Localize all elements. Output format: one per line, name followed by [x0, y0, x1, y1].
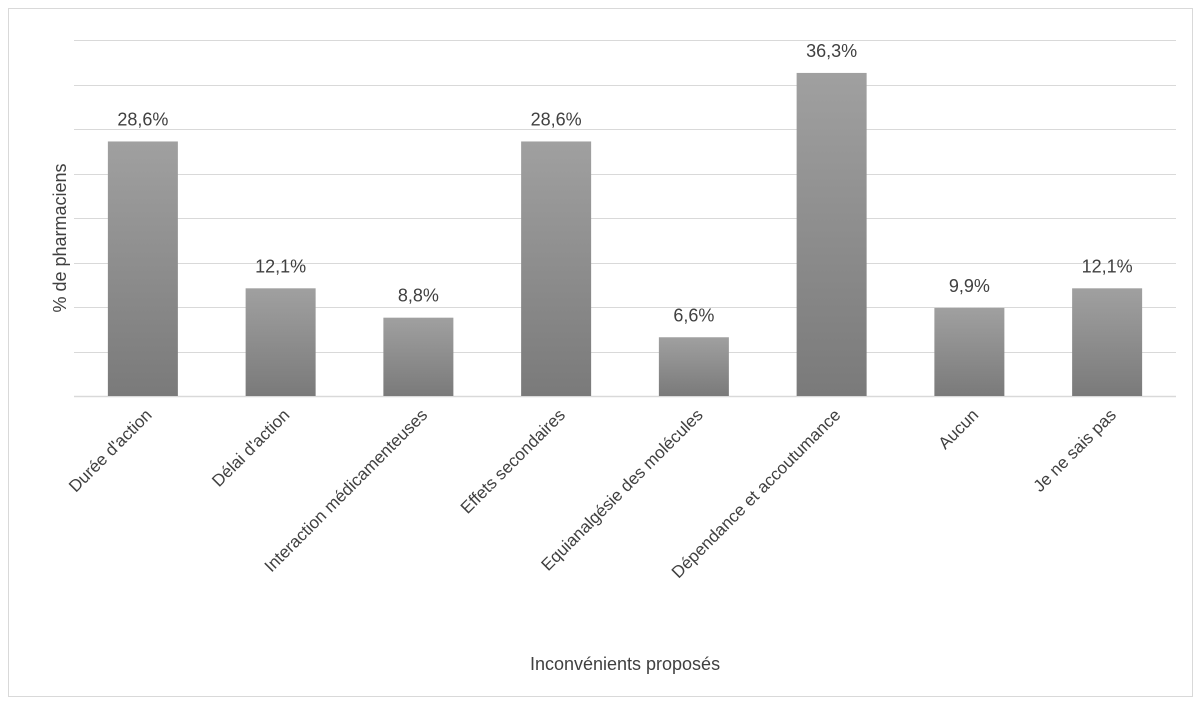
gridlines [74, 40, 1176, 398]
data-label: 12,1% [1082, 256, 1133, 276]
x-tick-label: Durée d'action [65, 405, 156, 496]
x-tick-label: Je ne sais pas [1030, 405, 1120, 495]
bar [658, 337, 729, 396]
x-axis-title: Inconvénients proposés [530, 654, 720, 674]
x-tick-label: Effets secondaires [457, 405, 569, 517]
x-axis-tick-labels: Durée d'action Délai d'actionInteraction … [65, 405, 1120, 582]
bar [383, 317, 454, 396]
bars [107, 72, 1143, 397]
y-axis-title: % de pharmaciens [50, 163, 70, 312]
data-label: 6,6% [673, 305, 714, 325]
data-label: 28,6% [117, 109, 168, 129]
data-labels: 28,6% 12,1% 8,8% 28,6% 6,6% 36,3% 9,9% 12,1% [117, 41, 1132, 325]
bar [796, 72, 867, 397]
bar [934, 307, 1005, 396]
x-tick-label: Interaction médicamenteuses [261, 405, 431, 575]
x-tick-label: Délai d'action [208, 405, 293, 490]
data-label: 12,1% [255, 256, 306, 276]
bar [521, 141, 592, 396]
data-label: 36,3% [806, 41, 857, 61]
x-tick-label: Aucun [935, 405, 983, 453]
bar [1072, 288, 1143, 396]
chart-container [8, 8, 1193, 697]
x-tick-label: Equianalgésie des molécules [538, 405, 707, 574]
bar [107, 141, 178, 396]
data-label: 8,8% [398, 286, 439, 306]
data-label: 9,9% [949, 276, 990, 296]
data-label: 28,6% [531, 109, 582, 129]
bar [245, 288, 316, 396]
x-tick-label: Dépendance et accoutumance [668, 405, 845, 582]
